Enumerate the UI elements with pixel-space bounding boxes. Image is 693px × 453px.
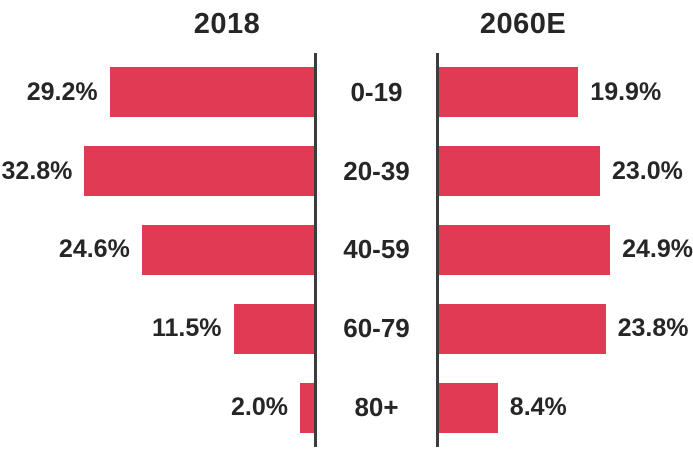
value-label-2060e: 24.9%: [622, 235, 693, 264]
value-label-2060e: 8.4%: [509, 393, 567, 422]
age-group-axis: 0-19 20-39 40-59 60-79 80+: [317, 53, 436, 447]
bar-2060e-60-79: [439, 303, 606, 354]
bar-row: 32.8%: [0, 132, 314, 211]
bar-row: 29.2%: [0, 53, 314, 132]
bar-2018-60-79: [233, 303, 314, 354]
bar-2060e-0-19: [439, 67, 579, 118]
value-label-2060e: 23.8%: [617, 314, 689, 343]
value-label-2018: 29.2%: [26, 77, 98, 106]
left-axis-pane-2018: 29.2% 32.8% 24.6% 11.5% 2.0%: [0, 53, 317, 447]
bar-2018-0-19: [109, 67, 314, 118]
age-group-label: 0-19: [350, 76, 403, 107]
bar-row: 23.0%: [439, 132, 693, 211]
bar-row: 8.4%: [439, 368, 693, 447]
chart-title-2018: 2018: [193, 8, 261, 40]
bar-row: 24.9%: [439, 211, 693, 290]
bar-row: 23.8%: [439, 289, 693, 368]
bar-2018-40-59: [141, 224, 314, 275]
bar-2060e-80plus: [439, 382, 498, 433]
age-group-label: 40-59: [343, 234, 410, 265]
bar-2018-80plus: [300, 382, 314, 433]
chart-body: 29.2% 32.8% 24.6% 11.5% 2.0% 0-19: [0, 53, 693, 447]
age-group-row: 20-39: [317, 132, 436, 211]
bar-row: 24.6%: [0, 211, 314, 290]
bar-row: 2.0%: [0, 368, 314, 447]
value-label-2018: 32.8%: [1, 156, 73, 185]
value-label-2018: 24.6%: [58, 235, 130, 264]
age-group-label: 60-79: [343, 313, 410, 344]
age-group-row: 0-19: [317, 53, 436, 132]
age-group-row: 80+: [317, 368, 436, 447]
value-label-2018: 11.5%: [151, 314, 222, 343]
right-axis-pane-2060e: 19.9% 23.0% 24.9% 23.8% 8.4%: [436, 53, 693, 447]
age-group-row: 60-79: [317, 289, 436, 368]
bar-row: 11.5%: [0, 289, 314, 368]
value-label-2060e: 19.9%: [590, 77, 662, 106]
chart-title-2060e: 2060E: [479, 8, 567, 40]
age-group-label: 20-39: [343, 155, 410, 186]
bar-2018-20-39: [84, 146, 314, 197]
value-label-2060e: 23.0%: [612, 156, 683, 185]
age-group-row: 40-59: [317, 211, 436, 290]
age-group-label: 80+: [354, 392, 399, 423]
bar-2060e-20-39: [439, 146, 600, 197]
value-label-2018: 2.0%: [231, 393, 288, 422]
bar-row: 19.9%: [439, 53, 693, 132]
bar-2060e-40-59: [439, 224, 611, 275]
